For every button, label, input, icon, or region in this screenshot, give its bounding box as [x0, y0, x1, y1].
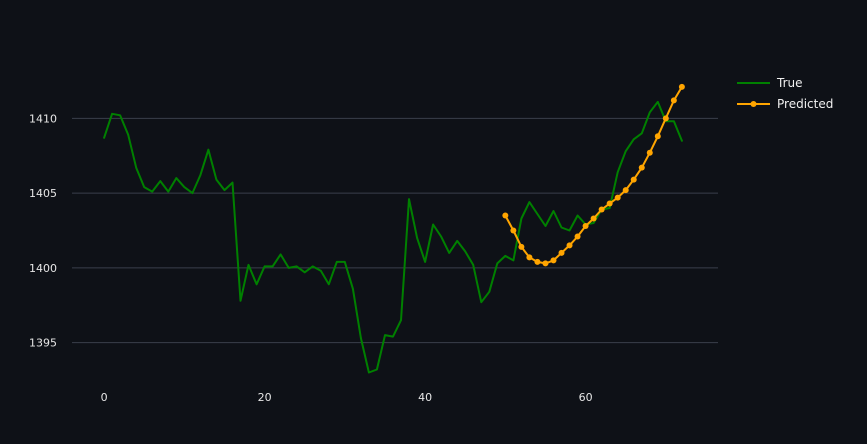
- data-point-predicted: [654, 133, 661, 140]
- legend-item-true[interactable]: True: [737, 76, 803, 90]
- x-tick-label: 20: [258, 391, 272, 404]
- series-group: [103, 83, 685, 374]
- y-tick-label: 1395: [29, 337, 57, 350]
- data-point-predicted: [574, 233, 581, 240]
- data-point-predicted: [630, 176, 637, 183]
- x-axis-ticks: 0 20 40 60: [101, 391, 593, 404]
- legend[interactable]: True Predicted: [737, 76, 833, 111]
- data-point-predicted: [646, 149, 653, 156]
- data-point-predicted: [558, 249, 565, 256]
- series-predicted: [502, 83, 685, 267]
- data-point-predicted: [622, 187, 629, 194]
- x-tick-label: 60: [579, 391, 593, 404]
- data-point-predicted: [662, 115, 669, 122]
- data-point-predicted: [582, 222, 589, 229]
- data-point-predicted: [550, 257, 557, 264]
- legend-marker: [750, 101, 757, 107]
- data-point-predicted: [678, 83, 685, 90]
- series-line-predicted: [504, 85, 683, 265]
- data-point-predicted: [510, 227, 517, 234]
- y-tick-label: 1410: [29, 112, 57, 125]
- data-point-predicted: [502, 212, 509, 219]
- data-point-predicted: [638, 164, 645, 171]
- legend-label: True: [776, 76, 803, 90]
- y-tick-label: 1405: [29, 187, 57, 200]
- data-point-predicted: [614, 194, 621, 201]
- series-line-true: [103, 100, 683, 374]
- y-axis-ticks: 1395 1400 1405 1410: [29, 112, 57, 349]
- legend-label: Predicted: [777, 97, 833, 111]
- data-point-predicted: [606, 200, 613, 207]
- grid-lines: [72, 117, 718, 344]
- data-point-predicted: [598, 206, 605, 213]
- x-tick-label: 0: [101, 391, 108, 404]
- data-point-predicted: [590, 215, 597, 222]
- data-point-predicted: [670, 97, 677, 104]
- data-point-predicted: [566, 242, 573, 249]
- data-point-predicted: [542, 260, 549, 267]
- x-tick-label: 40: [418, 391, 432, 404]
- data-point-predicted: [518, 243, 525, 250]
- data-point-predicted: [534, 258, 541, 265]
- legend-item-predicted[interactable]: Predicted: [737, 97, 833, 111]
- y-tick-label: 1400: [29, 262, 57, 275]
- data-point-predicted: [526, 254, 533, 261]
- series-true: [103, 100, 683, 374]
